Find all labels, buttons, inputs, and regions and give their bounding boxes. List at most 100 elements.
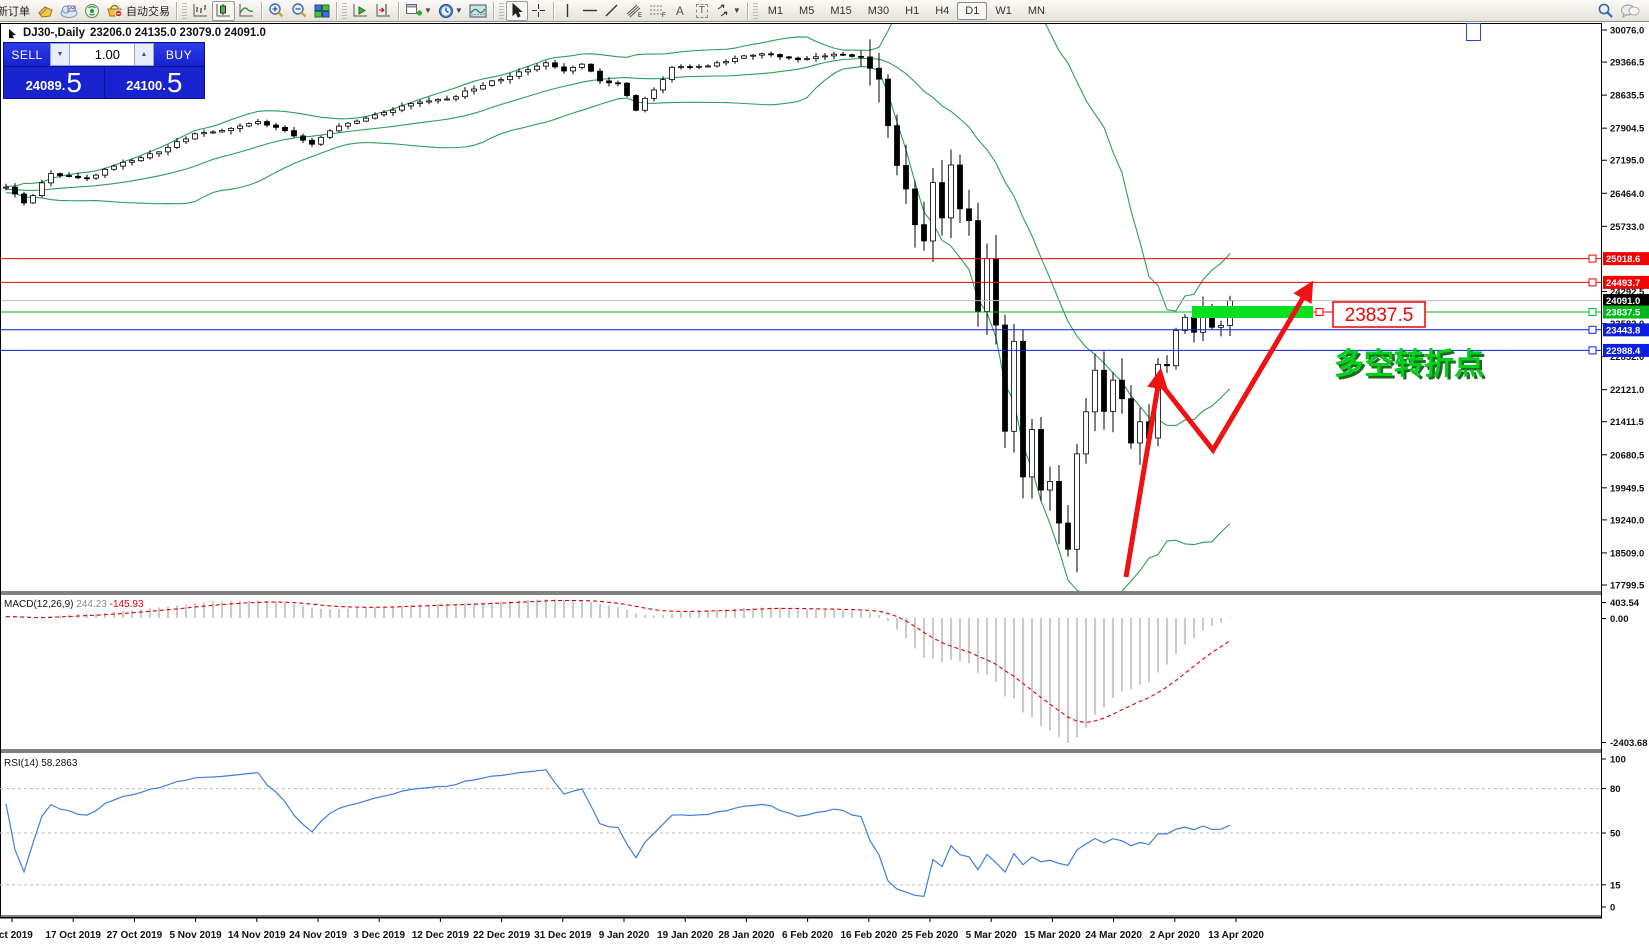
market-watch-icon[interactable] — [34, 1, 57, 21]
new-chart-button[interactable]: ▼ — [402, 1, 435, 21]
date-label: 5 Nov 2019 — [169, 930, 222, 941]
bar-chart-button[interactable] — [189, 1, 212, 21]
tile-windows-button[interactable] — [311, 1, 333, 21]
chart-shift-icon — [376, 4, 390, 17]
date-label: 13 Apr 2020 — [1208, 930, 1264, 941]
template-icon — [469, 4, 487, 17]
chinese-annotation[interactable]: 多空转折点 — [1334, 348, 1484, 381]
one-click-trading-panel: SELL ▼ 1.00 ▲ BUY 24089. 5 24100. 5 — [3, 42, 205, 99]
svg-text:100: 100 — [1610, 755, 1626, 766]
svg-text:50: 50 — [1610, 829, 1621, 840]
new-order-button[interactable]: 新订单 — [0, 5, 30, 18]
date-label: 24 Mar 2020 — [1085, 930, 1142, 941]
svg-text:30076.0: 30076.0 — [1610, 26, 1644, 37]
timeframe-d1[interactable]: D1 — [957, 1, 988, 20]
svg-text:27904.5: 27904.5 — [1610, 124, 1645, 135]
new-chart-icon — [406, 3, 422, 15]
date-axis[interactable]: Oct 2019 17 Oct 2019 27 Oct 2019 5 Nov 2019… — [0, 918, 1264, 941]
volume-decrease-button[interactable]: ▼ — [50, 43, 70, 66]
timeframe-h1[interactable]: H1 — [905, 4, 920, 17]
antenna-icon — [85, 4, 99, 18]
svg-text:0: 0 — [1610, 903, 1615, 914]
svg-text:23837.5: 23837.5 — [1345, 305, 1414, 326]
timeframe-h4[interactable]: H4 — [935, 4, 950, 17]
trend-arrow-2[interactable] — [1159, 280, 1314, 455]
ohlc-values: 23206.0 24135.0 23079.0 24091.0 — [90, 27, 266, 39]
search-button[interactable] — [1594, 1, 1617, 21]
auto-scroll-icon — [353, 4, 367, 17]
templates-button[interactable] — [466, 1, 490, 21]
date-label: 2 Apr 2020 — [1150, 930, 1201, 941]
timeframe-m30[interactable]: M30 — [867, 4, 890, 17]
buy-button[interactable]: BUY — [154, 43, 204, 66]
svg-text:26464.0: 26464.0 — [1610, 189, 1644, 200]
text-label-tool[interactable]: T — [691, 1, 713, 21]
arrows-icon — [717, 4, 728, 17]
trend-arrow-1[interactable] — [1123, 367, 1168, 578]
dropdown-caret: ▼ — [732, 6, 741, 15]
fibonacci-tool[interactable]: F — [646, 1, 669, 21]
toolbar-right — [1594, 1, 1643, 21]
chart-shift-button[interactable] — [372, 1, 395, 21]
chart-canvas[interactable]: 23837.5多空转折点多空转折点30076.029366.528635.527… — [0, 22, 1649, 945]
line-chart-button[interactable] — [235, 1, 258, 21]
volume-input[interactable]: 1.00 — [70, 43, 134, 66]
buy-price[interactable]: 24100. 5 — [105, 67, 205, 98]
vertical-line-tool[interactable] — [557, 1, 579, 21]
date-label: 9 Jan 2020 — [599, 930, 650, 941]
zoom-in-button[interactable] — [265, 1, 288, 21]
trendline-tool[interactable] — [601, 1, 623, 21]
candlestick-chart-button[interactable] — [212, 0, 235, 21]
timeframe-m15[interactable]: M15 — [830, 4, 852, 17]
volume-increase-button[interactable]: ▲ — [134, 43, 154, 66]
text-tool[interactable]: A — [669, 1, 691, 21]
level-handle[interactable] — [1588, 254, 1597, 263]
chart-corner-marker[interactable] — [1466, 23, 1481, 41]
level-handle[interactable] — [1588, 278, 1597, 287]
separator — [261, 1, 262, 20]
candlestick-icon — [216, 4, 230, 17]
svg-text:15: 15 — [1610, 880, 1621, 891]
cloud-data-icon[interactable] — [57, 1, 81, 21]
text-tool-glyph: A — [675, 3, 684, 18]
price-tag-annotation[interactable]: 23837.5 — [1332, 301, 1426, 328]
svg-text:0.00: 0.00 — [1610, 614, 1629, 625]
separator — [336, 1, 337, 20]
crosshair-tool-button[interactable] — [528, 1, 550, 21]
svg-text:24493.7: 24493.7 — [1606, 278, 1640, 289]
chat-button[interactable] — [1617, 1, 1643, 21]
periods-button[interactable]: ▼ — [435, 1, 466, 21]
sell-price[interactable]: 24089. 5 — [4, 67, 105, 98]
svg-text:23837.5: 23837.5 — [1606, 308, 1641, 319]
channel-tool[interactable]: E — [623, 1, 646, 21]
timeframe-m1[interactable]: M1 — [767, 4, 784, 17]
highlight-rectangle[interactable] — [1192, 306, 1313, 318]
arrows-tool[interactable]: ▼ — [713, 1, 744, 21]
timeframe-w1[interactable]: W1 — [995, 4, 1012, 17]
date-label: 16 Feb 2020 — [840, 930, 897, 941]
dropdown-caret: ▼ — [454, 6, 463, 15]
price-axis[interactable]: 30076.0 29366.5 28635.5 27904.5 27195.0 26464… — [1602, 26, 1649, 592]
cursor-tool-button[interactable] — [505, 0, 528, 21]
level-handle[interactable] — [1588, 346, 1597, 355]
symbol-cursor-icon — [9, 29, 16, 39]
level-handle[interactable] — [1588, 308, 1597, 316]
svg-text:25733.0: 25733.0 — [1610, 222, 1644, 233]
zoom-out-button[interactable] — [288, 1, 311, 21]
separator — [176, 1, 177, 20]
autotrading-button[interactable]: 自动交易 — [103, 1, 173, 21]
svg-text:25018.6: 25018.6 — [1606, 254, 1640, 265]
autotrading-label: 自动交易 — [126, 5, 170, 18]
timeframe-m5[interactable]: M5 — [799, 4, 815, 17]
auto-scroll-button[interactable] — [349, 1, 372, 21]
level-handle[interactable] — [1588, 325, 1597, 334]
svg-text:19240.0: 19240.0 — [1610, 515, 1644, 526]
line-chart-icon — [239, 4, 254, 17]
horizontal-line-tool[interactable] — [579, 1, 601, 21]
sell-button[interactable]: SELL — [4, 43, 50, 66]
svg-text:29366.5: 29366.5 — [1610, 58, 1645, 69]
signals-icon[interactable] — [81, 1, 103, 21]
timeframe-mn[interactable]: MN — [1027, 4, 1045, 17]
svg-text:403.54: 403.54 — [1610, 598, 1640, 609]
date-label: Oct 2019 — [0, 930, 33, 941]
